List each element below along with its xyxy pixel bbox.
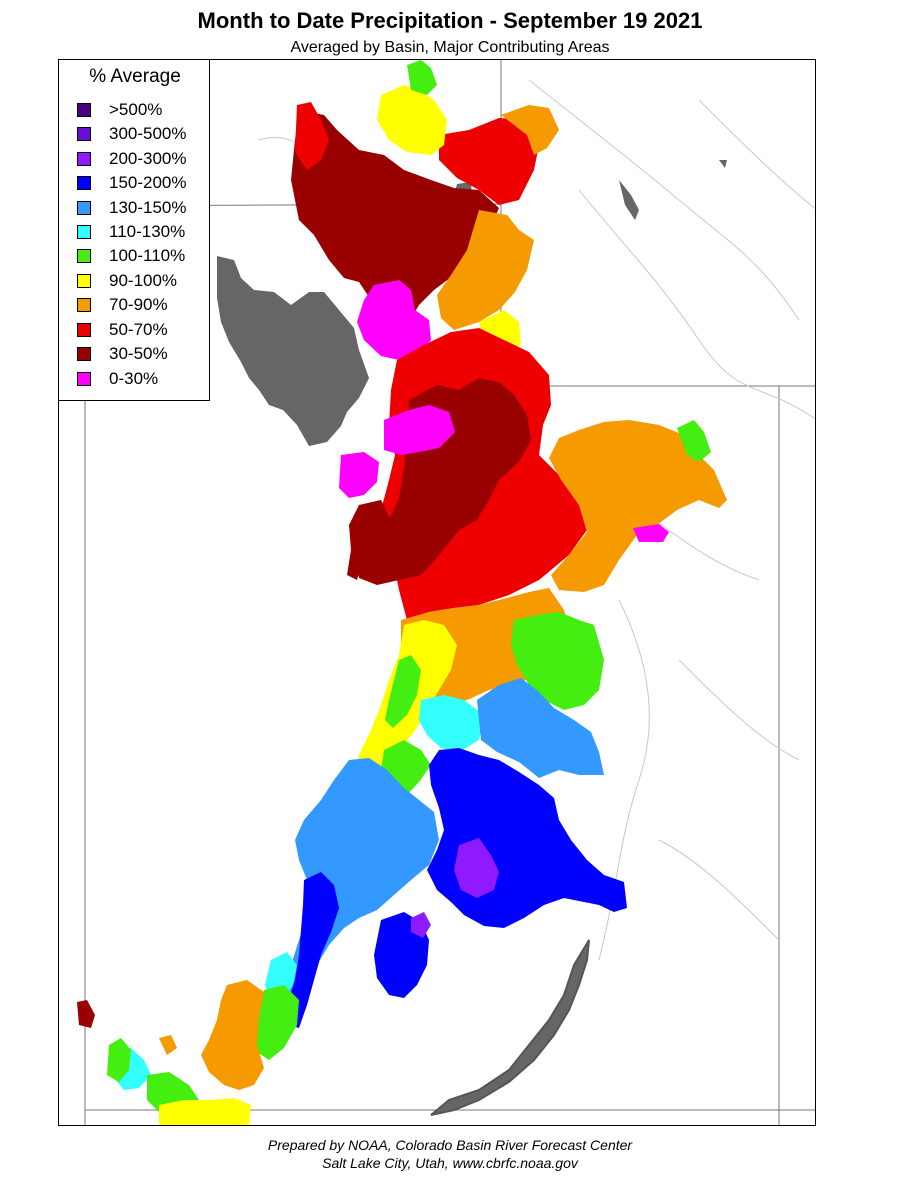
great-salt-lake <box>217 256 369 446</box>
legend: % Average >500% 300-500% 200-300% 150-20… <box>58 59 210 401</box>
legend-label: 150-200% <box>109 173 187 192</box>
legend-label: 30-50% <box>109 344 168 363</box>
legend-swatch <box>77 274 91 288</box>
basin-90-100-north <box>377 85 447 155</box>
legend-title: % Average <box>89 66 181 87</box>
river <box>658 839 780 941</box>
legend-item: 90-100% <box>77 270 177 292</box>
basin-70-90-central-north <box>437 210 534 330</box>
basin-100-110-central <box>511 612 604 710</box>
river <box>528 79 800 321</box>
basin-70-90-sw-small <box>159 1035 177 1055</box>
basin-150-200-sw <box>287 872 339 1028</box>
basin-0-30-central <box>384 405 455 455</box>
basin-130-150-east <box>477 678 604 778</box>
legend-item: 30-50% <box>77 343 168 365</box>
legend-swatch <box>77 372 91 386</box>
lake-small <box>719 160 727 168</box>
basin-30-50-north <box>291 110 499 322</box>
legend-label: 50-70% <box>109 320 168 339</box>
legend-swatch <box>77 152 91 166</box>
basin-100-110-north-tip <box>407 60 437 95</box>
legend-item: 150-200% <box>77 172 187 194</box>
legend-item: 70-90% <box>77 294 168 316</box>
legend-item: 300-500% <box>77 123 187 145</box>
legend-swatch <box>77 298 91 312</box>
legend-swatch <box>77 127 91 141</box>
legend-label: >500% <box>109 100 163 119</box>
basin-200-300-south <box>411 912 431 938</box>
legend-label: 0-30% <box>109 369 159 388</box>
basin-100-110-sw <box>255 985 299 1060</box>
legend-item: 130-150% <box>77 197 187 219</box>
basin-30-50-west <box>347 500 391 580</box>
legend-label: 110-130% <box>109 222 186 241</box>
basin-70-90-north <box>501 105 559 155</box>
basin-30-50-central <box>354 378 531 585</box>
river <box>578 189 815 420</box>
map-title: Month to Date Precipitation - September … <box>197 8 703 33</box>
basin-30-50-far-west <box>77 1000 95 1028</box>
river <box>678 659 800 761</box>
basin-50-70-north <box>439 118 539 205</box>
legend-label: 100-110% <box>109 246 186 265</box>
legend-swatch <box>77 249 91 263</box>
map-subtitle: Averaged by Basin, Major Contributing Ar… <box>290 39 610 56</box>
legend-item: >500% <box>77 99 162 121</box>
basin-70-90-east <box>549 420 727 592</box>
basin-100-110-east-tip <box>677 420 711 462</box>
legend-item: 110-130% <box>77 221 185 243</box>
legend-label: 130-150% <box>109 198 187 217</box>
legend-item: 200-300% <box>77 148 187 170</box>
basin-70-90-sw <box>201 980 264 1090</box>
legend-swatch <box>77 347 91 361</box>
river <box>698 99 815 210</box>
basin-0-30-east <box>633 524 669 542</box>
lake-powell <box>430 939 590 1116</box>
basin-200-300-east <box>454 838 499 898</box>
legend-item: 50-70% <box>77 319 168 341</box>
footer-credit: Prepared by NOAA, Colorado Basin River F… <box>267 1137 633 1153</box>
legend-label: 300-500% <box>109 124 187 143</box>
legend-item: 100-110% <box>77 245 185 267</box>
basin-100-110-far-sw <box>107 1038 131 1082</box>
legend-swatch <box>77 323 91 337</box>
legend-swatch <box>77 176 91 190</box>
footer-location: Salt Lake City, Utah, www.cbrfc.noaa.gov <box>322 1155 578 1171</box>
basin-50-70-northwest <box>295 102 329 170</box>
legend-swatch <box>77 225 91 239</box>
basin-0-30-north <box>357 280 431 360</box>
map-area <box>58 59 816 1126</box>
basin-map <box>59 60 815 1125</box>
basin-100-110-west <box>385 655 421 728</box>
basin-0-30-west <box>339 452 379 498</box>
legend-label: 200-300% <box>109 149 187 168</box>
basin-90-100-south <box>159 1098 251 1125</box>
flaming-gorge <box>619 180 639 220</box>
basin-110-130-central <box>419 695 484 752</box>
legend-swatch <box>77 103 91 117</box>
legend-swatch <box>77 201 91 215</box>
legend-label: 70-90% <box>109 295 168 314</box>
legend-label: 90-100% <box>109 271 178 290</box>
legend-item: 0-30% <box>77 368 158 390</box>
